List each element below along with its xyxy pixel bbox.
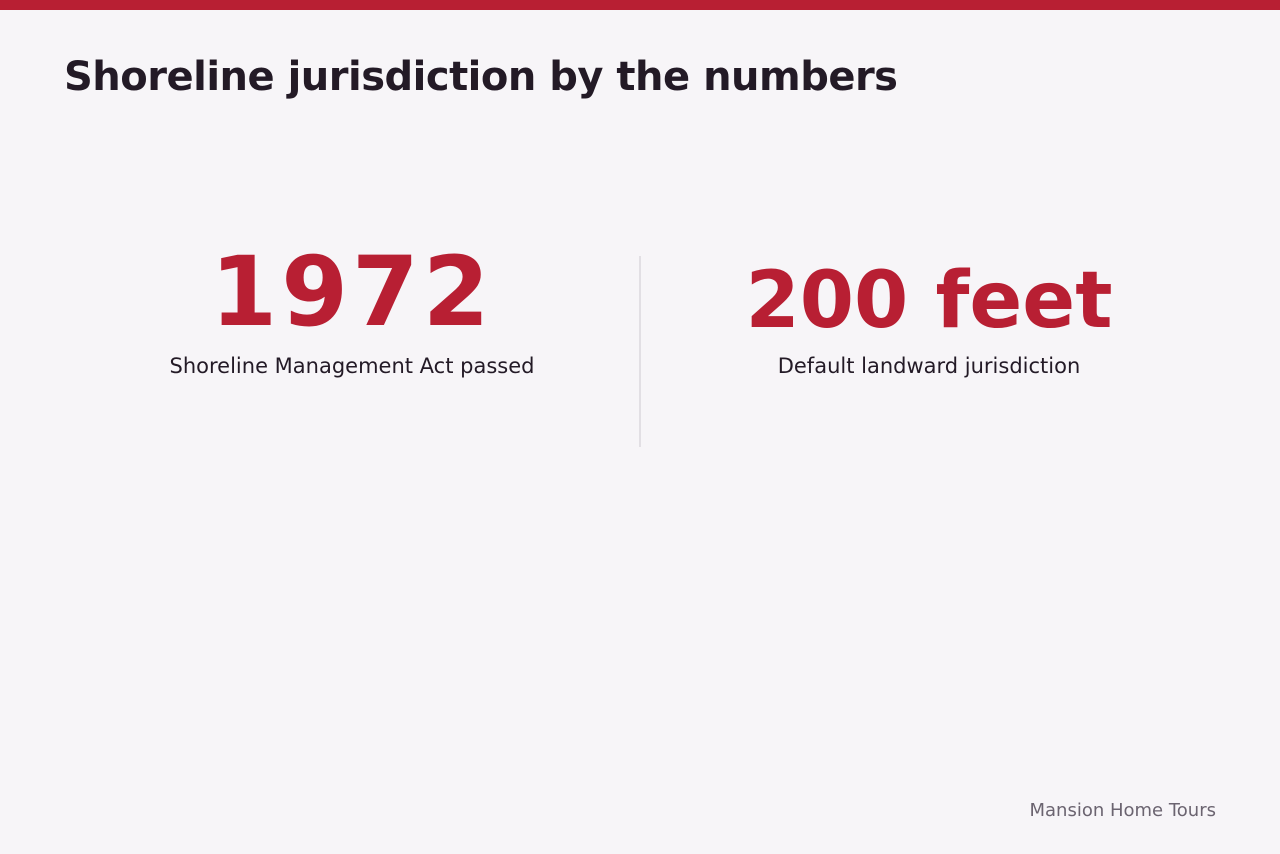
divider — [639, 256, 641, 447]
stat-value: 1972 — [210, 236, 494, 348]
stat: 1972 Shoreline Management Act passed — [72, 240, 632, 378]
stat-value: 200 feet — [745, 256, 1113, 346]
stat-label: Shoreline Management Act passed — [169, 354, 535, 378]
title: Shoreline jurisdiction by the numbers — [64, 54, 898, 100]
stat: 200 feet Default landward jurisdiction — [649, 240, 1209, 378]
brand: Mansion Home Tours — [1029, 800, 1216, 821]
stat-label: Default landward jurisdiction — [777, 354, 1081, 378]
top-bar — [0, 0, 1280, 10]
